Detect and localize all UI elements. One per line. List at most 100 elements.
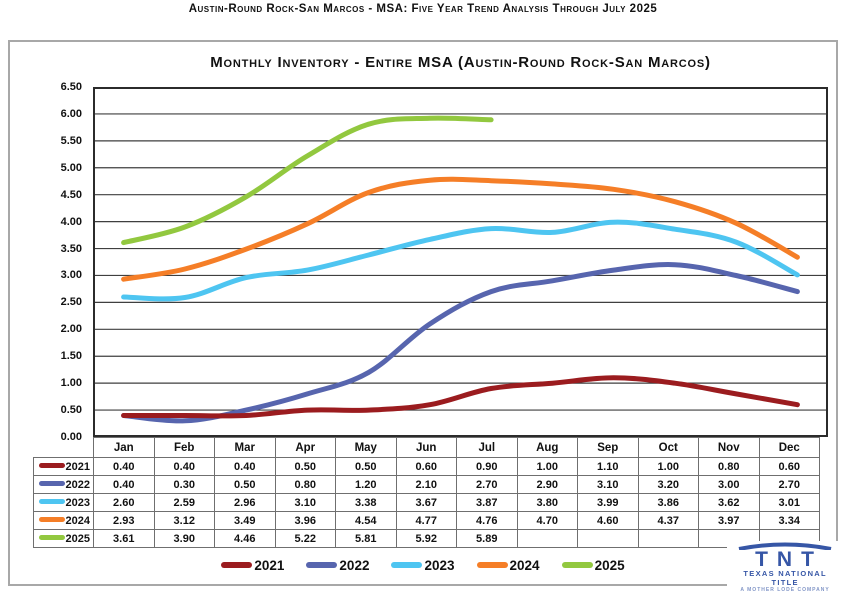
- table-cell: 0.40: [93, 475, 155, 494]
- table-cell: 4.70: [516, 511, 578, 530]
- table-cell: 2.60: [93, 493, 155, 512]
- tnt-logo: TNT TEXAS NATIONAL TITLE A MOTHER LODE C…: [727, 541, 842, 593]
- y-tick-label: 2.50: [60, 296, 82, 309]
- table-cell: 0.30: [153, 475, 215, 494]
- y-tick-label: 1.50: [60, 350, 82, 363]
- table-cell: 0.90: [456, 457, 518, 476]
- series-swatch-icon: [38, 480, 65, 486]
- table-cell: [637, 529, 699, 548]
- series-line-2022: [121, 262, 800, 424]
- month-header: Jul: [456, 437, 518, 458]
- chart-legend: 2021 2022 2023 2024 2025: [0, 551, 846, 579]
- legend-swatch-icon: [306, 562, 338, 568]
- table-cell: 3.61: [93, 529, 155, 548]
- table-cell: 3.86: [637, 493, 699, 512]
- month-header: Sep: [577, 437, 639, 458]
- table-row-2022: 2022 0.40 0.30 0.50 0.80 1.20 2.10 2.70 2.90 3.10…: [33, 475, 820, 494]
- y-tick-label: 6.00: [60, 107, 82, 120]
- table-cell: 3.67: [395, 493, 457, 512]
- series-line-2023: [121, 219, 800, 302]
- y-tick-label: 6.50: [60, 81, 82, 93]
- legend-item-2025: 2025: [561, 557, 625, 573]
- logo-arc-icon: [738, 542, 831, 550]
- logo-acronym: TNT: [755, 548, 823, 571]
- month-header: Mar: [214, 437, 276, 458]
- month-header: Jun: [395, 437, 457, 458]
- month-header: Oct: [637, 437, 699, 458]
- table-cell: 3.10: [274, 493, 336, 512]
- table-cell: 0.80: [698, 457, 760, 476]
- table-cell: 3.87: [456, 493, 518, 512]
- plot-area: [93, 87, 828, 437]
- table-cell: 5.92: [395, 529, 457, 548]
- year-label-cell: 2025: [33, 529, 94, 548]
- table-cell: 5.89: [456, 529, 518, 548]
- table-cell: 1.00: [637, 457, 699, 476]
- y-axis: 6.50 6.00 5.50 5.00 4.50 4.00 3.50 3.00 2.50 2.00…: [36, 81, 86, 443]
- table-cell: 2.96: [214, 493, 276, 512]
- legend-swatch-icon: [391, 562, 423, 568]
- y-tick-label: 0.50: [60, 404, 82, 417]
- legend-item-2024: 2024: [476, 558, 540, 573]
- table-cell: 1.00: [516, 457, 578, 476]
- series-swatch-icon: [38, 498, 65, 504]
- table-cell: 2.93: [93, 511, 155, 530]
- table-cell: 0.80: [274, 475, 336, 494]
- legend-label: 2025: [594, 557, 625, 573]
- year-label-cell: 2023: [33, 493, 94, 512]
- table-cell: 2.90: [516, 475, 578, 494]
- table-cell: 2.70: [758, 475, 820, 494]
- table-cell: 4.37: [637, 511, 699, 530]
- month-header: Jan: [93, 437, 155, 458]
- table-cell: 2.70: [456, 475, 518, 494]
- table-cell: 4.60: [577, 511, 639, 530]
- table-row-2023: 2023 2.60 2.59 2.96 3.10 3.38 3.67 3.87 3.80 3.99…: [33, 493, 820, 512]
- table-cell: 0.50: [274, 457, 336, 476]
- table-cell: 4.46: [214, 529, 276, 548]
- y-tick-label: 5.00: [60, 161, 82, 174]
- month-header: May: [335, 437, 397, 458]
- series-line-2021: [121, 375, 800, 419]
- y-tick-label: 3.00: [60, 269, 82, 282]
- y-tick-label: 0.00: [60, 431, 82, 443]
- year-label-cell: 2024: [33, 511, 94, 530]
- table-cell: 3.49: [214, 511, 276, 530]
- table-header-row: Jan Feb Mar Apr May Jun Jul Aug Sep Oct Nov Dec: [34, 437, 820, 458]
- table-cell: 3.20: [637, 475, 699, 494]
- table-cell: 1.20: [335, 475, 397, 494]
- logo-tagline: A MOTHER LODE COMPANY: [740, 587, 830, 593]
- legend-swatch-icon: [561, 562, 593, 568]
- series-line-2024: [121, 176, 800, 282]
- month-header: Feb: [153, 437, 215, 458]
- table-cell: 3.96: [274, 511, 336, 530]
- y-tick-label: 2.00: [60, 323, 82, 336]
- year-label: 2025: [65, 532, 90, 545]
- series-line-2025: [121, 115, 494, 246]
- y-tick-label: 5.50: [60, 134, 82, 147]
- legend-item-2021: 2021: [221, 558, 284, 573]
- chart-title: Monthly Inventory - Entire MSA (Austin-R…: [210, 54, 711, 71]
- series-swatch-icon: [38, 462, 65, 468]
- table-cell: 3.80: [516, 493, 578, 512]
- legend-label: 2022: [339, 557, 370, 573]
- table-cell: 0.40: [153, 457, 215, 476]
- table-cell: 3.38: [335, 493, 397, 512]
- series-swatch-icon: [38, 534, 65, 540]
- table-cell: 5.22: [274, 529, 336, 548]
- table-cell: 3.90: [153, 529, 215, 548]
- table-cell: 3.97: [698, 511, 760, 530]
- table-cell: 4.76: [456, 511, 518, 530]
- legend-item-2022: 2022: [306, 558, 369, 573]
- table-cell: 5.81: [335, 529, 397, 548]
- table-cell: 0.50: [335, 457, 397, 476]
- table-cell: 3.00: [698, 475, 760, 494]
- table-row-2021: 2021 0.40 0.40 0.40 0.50 0.50 0.60 0.90 1.00 1.10…: [33, 457, 820, 476]
- legend-label: 2023: [424, 557, 455, 573]
- year-label: 2021: [65, 460, 90, 473]
- table-body: 2021 0.40 0.40 0.40 0.50 0.50 0.60 0.90 1.00 1.10…: [33, 457, 820, 548]
- logo-name: TEXAS NATIONAL TITLE: [743, 569, 827, 587]
- year-label-cell: 2021: [33, 457, 94, 476]
- y-tick-label: 4.00: [60, 215, 82, 228]
- month-header: Dec: [758, 437, 820, 458]
- table-cell: [577, 529, 639, 548]
